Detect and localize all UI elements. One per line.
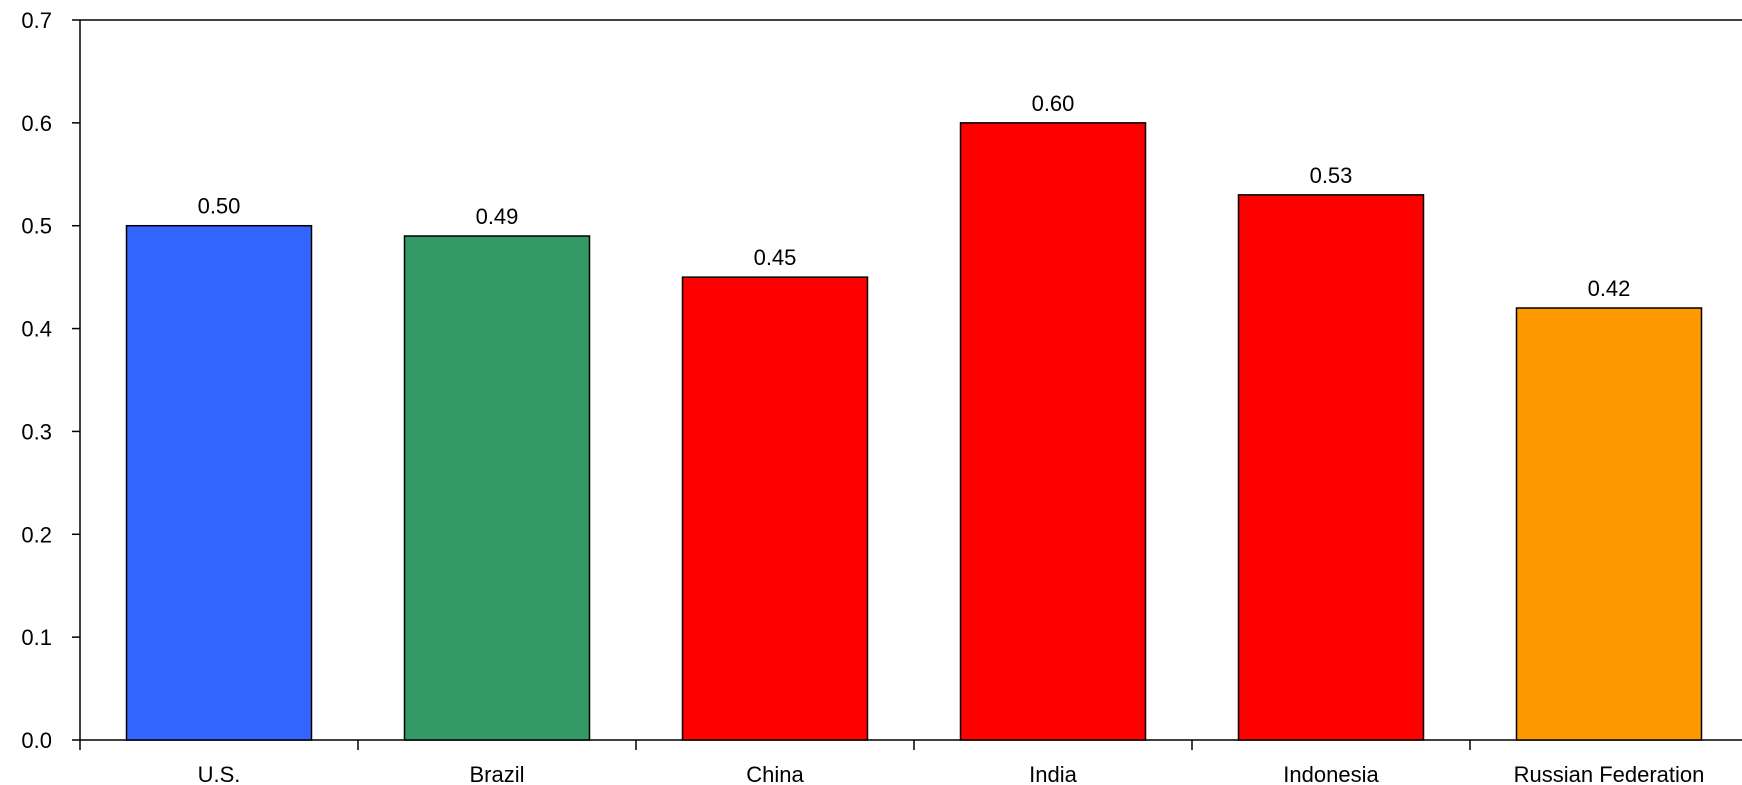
y-tick-label: 0.4 xyxy=(21,317,52,342)
y-tick-label: 0.7 xyxy=(21,8,52,33)
y-tick-label: 0.3 xyxy=(21,419,52,444)
data-label: 0.45 xyxy=(754,245,797,270)
data-label: 0.60 xyxy=(1032,91,1075,116)
x-category-label: Brazil xyxy=(469,762,524,785)
bar-china xyxy=(681,276,869,741)
y-tick-label: 0.6 xyxy=(21,111,52,136)
bar-russian-federation xyxy=(1515,307,1703,741)
x-axis: U.S. Brazil China India Indonesia Russian Fed… xyxy=(79,739,1742,785)
x-category-label: India xyxy=(1029,762,1077,785)
x-category-label: Russian Federation xyxy=(1514,762,1705,785)
bar-brazil xyxy=(403,235,591,741)
y-tick-label: 0.2 xyxy=(21,522,52,547)
y-axis: 0.0 0.1 0.2 0.3 0.4 0.5 0.6 0.7 xyxy=(21,8,1742,753)
bar-series xyxy=(125,122,1703,741)
data-label: 0.49 xyxy=(476,204,519,229)
data-label: 0.50 xyxy=(198,194,241,219)
bar-u-s xyxy=(125,224,313,741)
y-tick-label: 0.5 xyxy=(21,214,52,239)
data-labels: 0.50 0.49 0.45 0.60 0.53 0.42 xyxy=(198,91,1631,301)
y-tick-label: 0.0 xyxy=(21,728,52,753)
x-category-label: Indonesia xyxy=(1283,762,1379,785)
bar-india xyxy=(959,122,1147,741)
y-tick-label: 0.1 xyxy=(21,625,52,650)
data-label: 0.42 xyxy=(1588,276,1631,301)
data-label: 0.53 xyxy=(1310,163,1353,188)
x-category-label: China xyxy=(746,762,804,785)
x-category-label: U.S. xyxy=(198,762,241,785)
bar-indonesia xyxy=(1237,194,1425,741)
